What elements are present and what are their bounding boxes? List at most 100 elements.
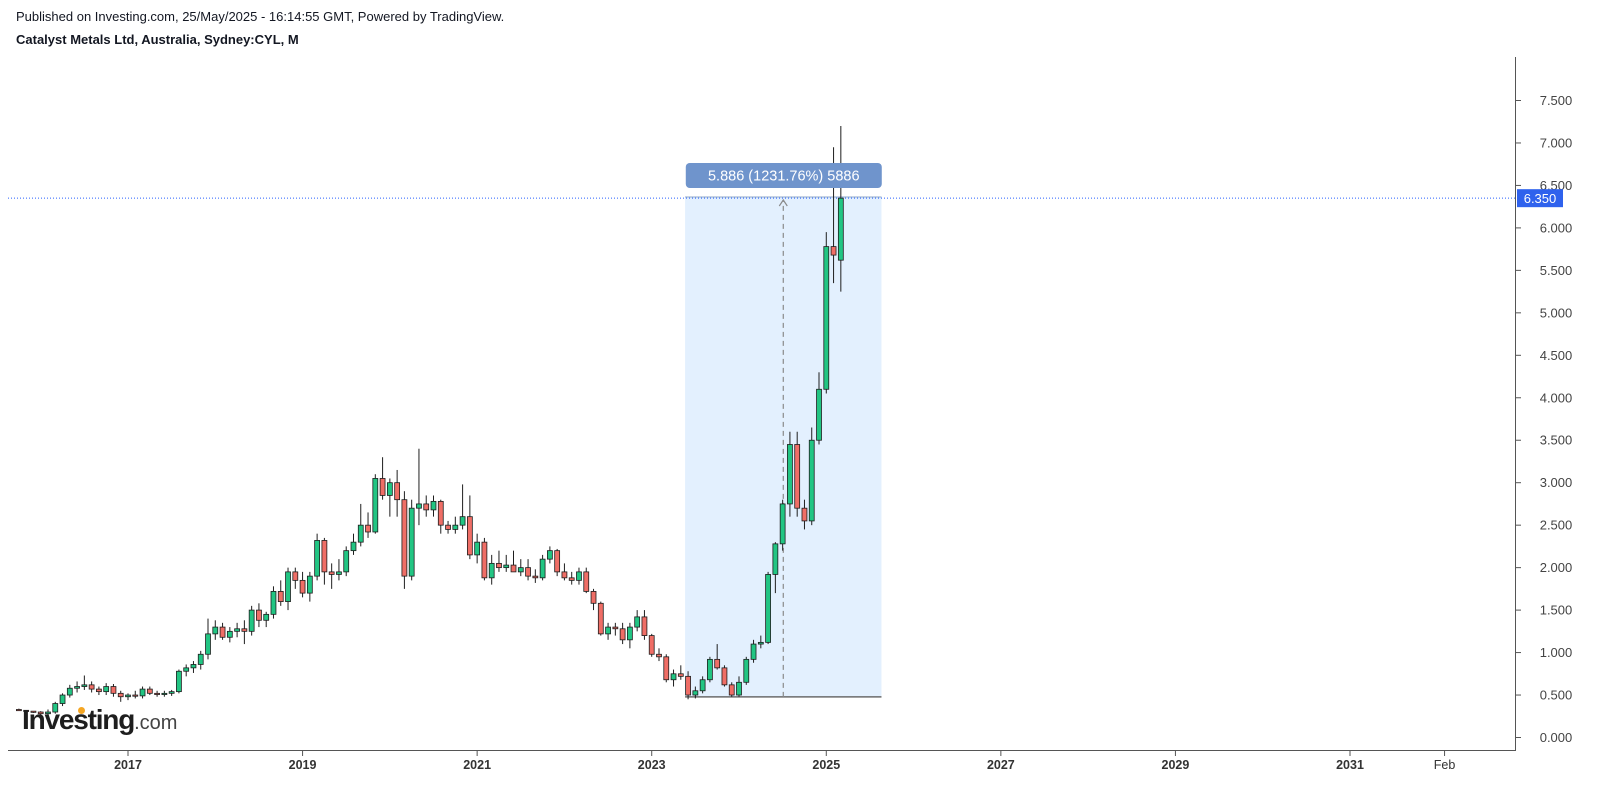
y-tick-label: 3.000	[1540, 475, 1573, 490]
candle-body	[670, 673, 677, 681]
candle	[590, 588, 597, 611]
candle-body	[612, 626, 619, 630]
candle	[430, 495, 437, 517]
candle	[139, 686, 146, 699]
candle-body	[452, 524, 459, 530]
candle-body	[808, 439, 815, 522]
candle	[656, 648, 662, 662]
candle-body	[648, 635, 655, 655]
candle	[765, 571, 771, 645]
candle-body	[757, 641, 764, 645]
candle	[96, 686, 102, 696]
candle	[365, 512, 371, 538]
candle	[23, 709, 30, 713]
candle-body	[663, 656, 670, 681]
candle	[554, 548, 561, 577]
candle	[619, 622, 626, 645]
candle	[466, 495, 473, 560]
candle-body	[794, 444, 801, 509]
candle	[277, 580, 284, 606]
candle-body	[459, 516, 466, 526]
candle	[176, 669, 182, 694]
candle	[539, 554, 546, 581]
candle-body	[30, 710, 37, 713]
candle	[474, 533, 481, 564]
candle	[401, 491, 408, 589]
candle	[794, 431, 801, 517]
candle-body	[321, 540, 328, 573]
candle-body	[306, 575, 313, 594]
candle-body	[750, 643, 757, 660]
candle-body	[641, 616, 648, 636]
candle-body	[197, 653, 204, 665]
candle	[743, 656, 750, 685]
x-tick-label: 2017	[114, 758, 142, 772]
x-tick-label: 2029	[1162, 758, 1190, 772]
candle	[445, 520, 451, 534]
candle	[168, 689, 175, 696]
candle-body	[386, 482, 393, 496]
axes: 0.000 0.500 1.000 1.500 2.000 2.500 3.000 3.500…	[8, 57, 1572, 772]
candle-body	[183, 667, 190, 672]
candle-body	[336, 571, 342, 575]
measure-tool-area[interactable]	[685, 196, 882, 698]
candle-body	[59, 694, 66, 704]
candle	[16, 708, 22, 712]
candle-body	[503, 564, 510, 569]
candle-body	[117, 692, 124, 698]
candle	[161, 690, 168, 697]
candle	[787, 431, 793, 517]
candle-body	[372, 478, 379, 533]
candle-body	[707, 658, 713, 681]
candle	[728, 682, 735, 697]
candle-body	[779, 503, 786, 545]
symbol-title: Catalyst Metals Ltd, Australia, Sydney:C…	[16, 32, 299, 47]
candle	[212, 620, 219, 640]
candle-body	[590, 591, 597, 604]
candle-body	[292, 571, 299, 581]
candle	[197, 650, 204, 670]
candle-body	[692, 690, 699, 696]
candle-body	[430, 500, 437, 511]
candle	[66, 684, 73, 698]
candle-body	[37, 711, 44, 715]
candle-body	[350, 541, 357, 552]
candle	[183, 664, 190, 677]
candle	[328, 563, 335, 589]
y-tick-label: 3.500	[1540, 433, 1573, 448]
candle-body	[423, 503, 430, 511]
candle-body	[45, 711, 51, 715]
candle	[503, 554, 510, 572]
candle	[270, 586, 277, 619]
candles	[16, 125, 844, 717]
candle-body	[190, 664, 197, 669]
candle	[437, 499, 444, 534]
candle	[517, 559, 524, 577]
candle	[394, 469, 401, 517]
candle	[379, 457, 386, 500]
candle	[117, 690, 124, 702]
candle	[423, 495, 430, 517]
candle	[641, 610, 648, 640]
candle	[576, 567, 582, 585]
candle-body	[605, 626, 611, 635]
candle-body	[270, 591, 277, 615]
candle-body	[74, 686, 80, 689]
y-tick-label: 1.000	[1540, 645, 1573, 660]
candle	[306, 571, 313, 602]
candle	[510, 550, 517, 573]
candle-body	[205, 633, 211, 655]
y-tick-label: 0.500	[1540, 688, 1573, 703]
candle	[343, 546, 350, 577]
candle	[757, 635, 764, 649]
candle	[823, 232, 830, 394]
candle-body	[525, 567, 531, 577]
candle-body	[699, 679, 706, 692]
candle-body	[728, 684, 735, 696]
candle-body	[16, 709, 22, 712]
investing-logo: Investing.com	[22, 704, 177, 736]
candle	[386, 478, 393, 517]
candle-body	[445, 524, 451, 530]
last-price-tag-box	[1517, 189, 1563, 208]
